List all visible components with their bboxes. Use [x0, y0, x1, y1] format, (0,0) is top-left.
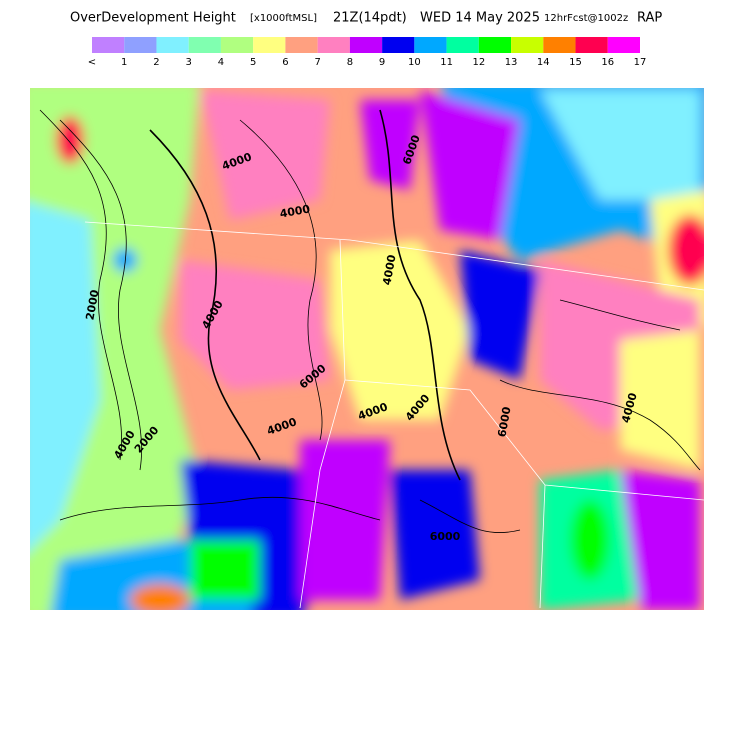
contour-label: 6000: [495, 405, 513, 438]
legend-label: 12: [472, 57, 485, 68]
contour-label: 6000: [430, 530, 461, 543]
units: [x1000ftMSL]: [250, 13, 317, 24]
contours: [39, 109, 701, 534]
legend-label: 1: [121, 57, 127, 68]
legend-swatch: [543, 37, 576, 53]
legend-label: 7: [314, 57, 320, 68]
contour-label: 4000: [279, 202, 312, 220]
legend-label: 11: [440, 57, 453, 68]
model: RAP: [637, 11, 662, 26]
legend-swatch: [156, 37, 189, 53]
legend-label: 4: [218, 57, 224, 68]
contour-label: 4000: [380, 253, 398, 286]
legend-swatch: [253, 37, 286, 53]
legend-swatch: [285, 37, 318, 53]
legend-label: 16: [601, 57, 614, 68]
legend-label: <: [88, 57, 96, 68]
legend-swatch: [382, 37, 415, 53]
legend-swatch: [188, 37, 221, 53]
legend-swatch: [92, 37, 125, 53]
legend-label: 17: [634, 57, 647, 68]
legend-swatch: [511, 37, 544, 53]
time: 21Z(14pdt): [333, 11, 407, 26]
legend-swatch: [317, 37, 350, 53]
legend-label: 8: [347, 57, 353, 68]
map: 4000400060004000200040004000400060004000…: [30, 88, 704, 610]
legend-swatch: [414, 37, 447, 53]
contour-label: 2000: [83, 288, 101, 321]
legend-swatch: [349, 37, 383, 53]
legend-label: 9: [379, 57, 385, 68]
legend-label: 13: [505, 57, 518, 68]
date: WED 14 May 2025: [420, 11, 540, 26]
legend-swatch: [220, 37, 254, 53]
title: OverDevelopment Height: [70, 11, 236, 26]
forecast: 12hrFcst@1002z: [544, 13, 628, 24]
legend-label: 10: [408, 57, 421, 68]
legend-label: 14: [537, 57, 550, 68]
legend-swatch: [575, 37, 608, 53]
legend-swatch: [607, 37, 640, 53]
legend-swatch: [446, 37, 479, 53]
legend-swatch: [478, 37, 512, 53]
legend-label: 15: [569, 57, 582, 68]
legend-label: 3: [186, 57, 192, 68]
legend: <1 2 3 4 5 6 7 8 9 10 11 12 13 14 15 16 17: [88, 37, 647, 68]
legend-label: 2: [153, 57, 159, 68]
legend-swatch: [124, 37, 157, 53]
legend-label: 5: [250, 57, 256, 68]
borders: [84, 221, 704, 609]
legend-label: 6: [282, 57, 288, 68]
